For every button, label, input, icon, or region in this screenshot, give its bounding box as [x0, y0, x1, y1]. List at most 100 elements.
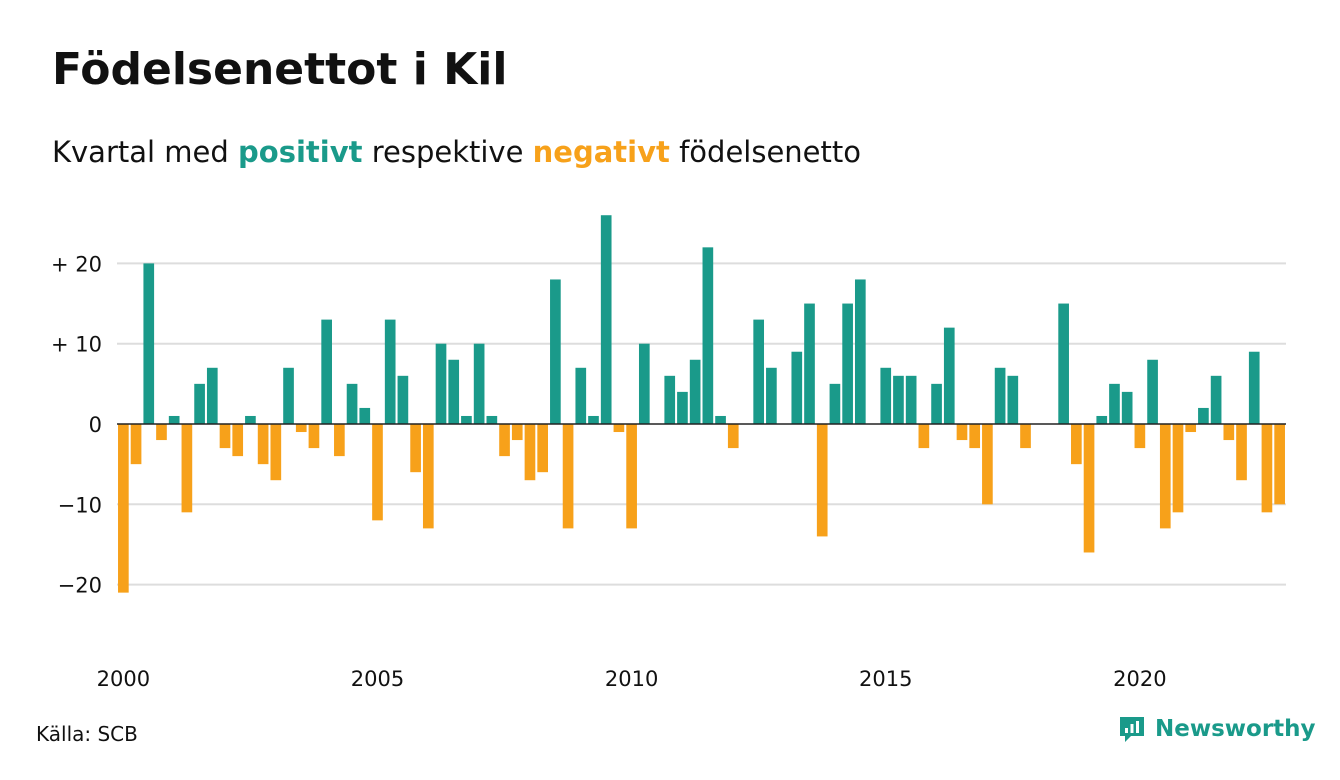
bar-negative: [118, 424, 129, 593]
source-label: Källa: SCB: [36, 722, 138, 746]
bar-positive: [854, 279, 866, 424]
bar-negative: [334, 424, 345, 457]
bar-positive: [600, 215, 612, 424]
bar-positive: [804, 303, 815, 424]
bar-negative: [1071, 424, 1082, 465]
bar-positive: [1147, 359, 1158, 424]
bar-negative: [956, 424, 968, 441]
bar-positive: [842, 303, 853, 424]
bar-positive: [1210, 375, 1222, 424]
bar-positive: [1121, 391, 1133, 424]
y-tick-label: 0: [89, 413, 102, 437]
chart-subtitle: Kvartal med positivt respektive negativt…: [52, 130, 861, 174]
bar-negative: [1172, 424, 1184, 513]
bar-positive: [168, 415, 180, 424]
bar-positive: [829, 383, 841, 424]
bar-negative: [1236, 424, 1247, 481]
bar-negative: [1134, 424, 1146, 449]
bar-positive: [994, 367, 1006, 424]
subtitle-middle: respektive: [371, 135, 524, 169]
y-axis-labels: + 20 + 10 0 −10 −20: [51, 252, 102, 597]
bar-positive: [766, 367, 777, 424]
bar-negative: [1261, 424, 1273, 513]
bar-positive: [461, 415, 472, 424]
bar-negative: [727, 424, 739, 449]
bar-positive: [880, 367, 892, 424]
bar-negative: [181, 424, 193, 513]
y-tick-label: −20: [58, 574, 102, 598]
bar-negative: [1223, 424, 1235, 441]
brand-name: Newsworthy: [1155, 716, 1316, 742]
bar-negative: [613, 424, 625, 433]
bar-negative: [1185, 424, 1197, 433]
bar-positive: [1248, 351, 1260, 424]
bar-negative: [499, 424, 510, 457]
subtitle-negative-word: negativt: [532, 135, 670, 169]
bar-negative: [816, 424, 828, 537]
bar-negative: [537, 424, 548, 473]
bar-negative: [511, 424, 523, 441]
y-tick-label: + 10: [51, 333, 102, 357]
bar-positive: [435, 343, 447, 424]
bar-negative: [270, 424, 282, 481]
bar-negative: [1159, 424, 1171, 529]
bar-positive: [689, 359, 701, 424]
subtitle-prefix: Kvartal med: [52, 135, 229, 169]
bar-positive: [1096, 415, 1108, 424]
bar-positive: [943, 327, 955, 424]
bar-positive: [346, 383, 358, 424]
bar-negative: [130, 424, 142, 465]
bar-positive: [321, 319, 332, 424]
bar-negative: [626, 424, 637, 529]
bar-positive: [753, 319, 765, 424]
bar-positive: [473, 343, 485, 424]
brand-logo: Newsworthy: [1117, 714, 1316, 744]
x-tick-label: 2005: [351, 667, 404, 691]
bar-positive: [588, 415, 599, 424]
bar-positive: [486, 415, 498, 424]
x-axis-labels: 2000 2005 2010 2015 2020: [97, 667, 1167, 691]
y-tick-label: + 20: [51, 252, 102, 276]
bar-positive: [359, 407, 371, 424]
x-tick-label: 2000: [97, 667, 150, 691]
bar-negative: [219, 424, 231, 449]
bar-positive: [791, 351, 803, 424]
bars: [118, 215, 1285, 593]
bar-positive: [1058, 303, 1069, 424]
bar-positive: [194, 383, 205, 424]
bar-negative: [156, 424, 167, 441]
x-tick-label: 2015: [859, 667, 912, 691]
subtitle-suffix: födelsenetto: [679, 135, 861, 169]
y-tick-label: −10: [58, 493, 102, 517]
bar-negative: [918, 424, 930, 449]
bar-positive: [1198, 407, 1209, 424]
bar-negative: [422, 424, 434, 529]
bar-positive: [664, 375, 676, 424]
bar-negative: [410, 424, 421, 473]
bar-negative: [232, 424, 244, 457]
bar-positive: [384, 319, 396, 424]
bar-positive: [905, 375, 917, 424]
bar-negative: [257, 424, 269, 465]
newsworthy-logo-icon: [1120, 717, 1144, 742]
bar-positive: [715, 415, 726, 424]
bar-positive: [575, 367, 587, 424]
bar-positive: [702, 247, 714, 424]
bar-positive: [931, 383, 942, 424]
bar-positive: [677, 391, 688, 424]
bar-positive: [550, 279, 561, 424]
bar-negative: [1274, 424, 1285, 505]
x-tick-label: 2010: [605, 667, 658, 691]
bar-positive: [143, 263, 155, 424]
bar-chart: + 20 + 10 0 −10 −20 2000 2005 2010 2015 2020: [51, 215, 1286, 691]
bar-negative: [982, 424, 993, 505]
chart-title: Födelsenettot i Kil: [52, 44, 508, 95]
bar-negative: [295, 424, 307, 433]
bar-positive: [638, 343, 650, 424]
subtitle-positive-word: positivt: [238, 135, 363, 169]
bar-positive: [397, 375, 409, 424]
bar-negative: [969, 424, 981, 449]
bar-positive: [206, 367, 218, 424]
bar-positive: [283, 367, 294, 424]
bar-negative: [1083, 424, 1095, 553]
